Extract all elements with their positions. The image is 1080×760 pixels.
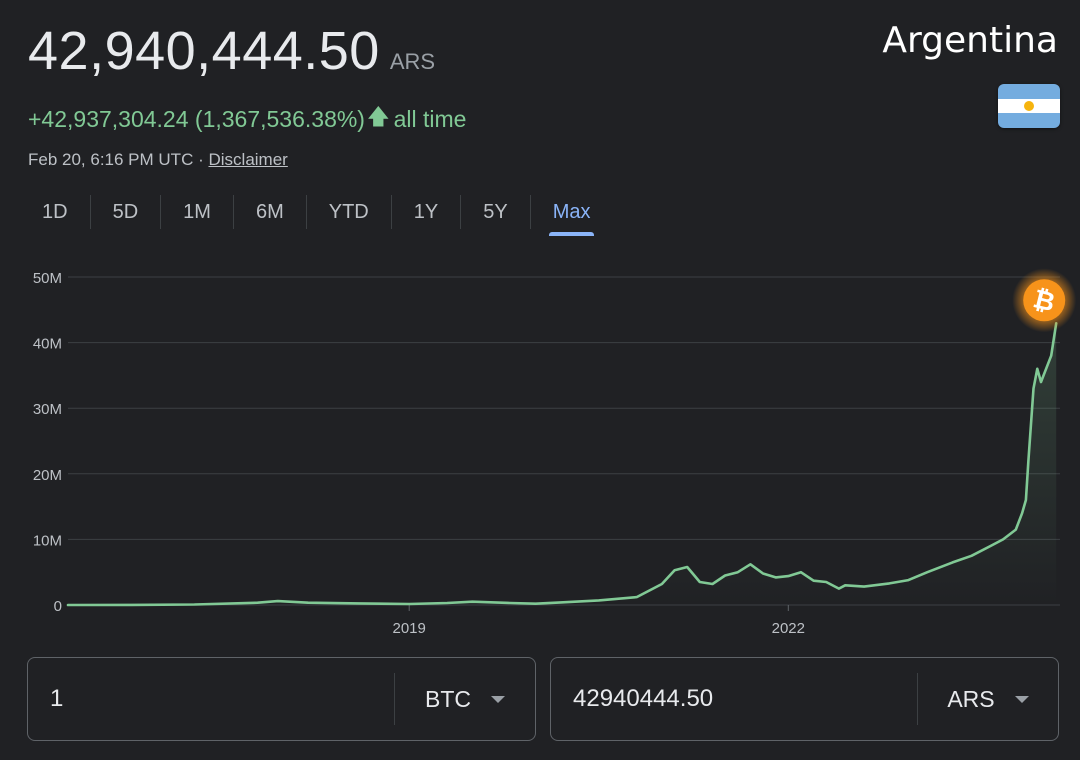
separator-dot: · <box>198 150 204 169</box>
bitcoin-icon <box>1023 279 1066 322</box>
btc-unit-label: BTC <box>425 685 471 712</box>
chevron-down-icon <box>1014 695 1029 703</box>
y-tick-label: 40M <box>33 336 62 353</box>
series-area <box>68 323 1057 605</box>
tab-ytd[interactable]: YTD <box>328 201 369 223</box>
price-currency: ARS <box>389 49 436 74</box>
argentina-flag-icon <box>998 84 1060 128</box>
y-tick-label: 20M <box>33 467 62 484</box>
timestamp-row: Feb 20, 6:16 PM UTC · Disclaimer <box>28 150 288 170</box>
x-tick-label: 2022 <box>772 620 805 637</box>
tab-max[interactable]: Max <box>531 192 613 236</box>
tab-separator <box>305 195 307 229</box>
y-tick-label: 10M <box>33 532 62 549</box>
tab-separator <box>232 195 234 229</box>
flag-stripe-top <box>998 84 1060 99</box>
btc-converter-field: 1 BTC <box>27 657 536 741</box>
btc-unit-dropdown[interactable]: BTC <box>395 686 535 713</box>
ars-converter-field: 42940444.50 ARS <box>550 657 1059 741</box>
converter-divider <box>917 673 918 725</box>
price-change: +42,937,304.24 (1,367,536.38%) 🡅 all tim… <box>28 100 466 138</box>
tab-5y[interactable]: 5Y <box>483 201 508 223</box>
timestamp: Feb 20, 6:16 PM UTC <box>28 150 194 169</box>
tab-separator <box>529 195 531 229</box>
btc-amount-input[interactable]: 1 <box>50 685 64 712</box>
ars-unit-dropdown[interactable]: ARS <box>918 686 1058 713</box>
tab-1d[interactable]: 1D <box>42 201 68 223</box>
x-tick-label: 2019 <box>393 620 426 637</box>
up-arrow-icon: 🡅 <box>366 104 390 129</box>
tab-separator <box>89 195 91 229</box>
series-line <box>66 322 1058 607</box>
flag-sun-icon <box>1024 101 1034 111</box>
tab-separator <box>460 195 462 229</box>
y-tick-label: 0 <box>54 598 62 615</box>
price-header: 42,940,444.50 ARS <box>28 20 435 82</box>
tab-separator <box>390 195 392 229</box>
tab-separator <box>160 195 162 229</box>
y-tick-label: 50M <box>33 270 62 287</box>
tab-5d[interactable]: 5D <box>112 201 139 223</box>
disclaimer-link[interactable]: Disclaimer <box>208 150 288 169</box>
tab-1m[interactable]: 1M <box>183 201 211 223</box>
chevron-down-icon <box>491 695 505 703</box>
current-price: 42,940,444.50 <box>28 21 380 81</box>
change-amount: +42,937,304.24 (1,367,536.38%) <box>28 105 365 132</box>
tab-1y[interactable]: 1Y <box>413 201 439 223</box>
range-tabs: 1D 5D 1M 6M YTD 1Y 5Y Max <box>20 192 613 236</box>
flag-stripe-bottom <box>998 113 1060 128</box>
ars-unit-label: ARS <box>947 685 995 712</box>
tab-6m[interactable]: 6M <box>255 201 284 223</box>
country-label: Argentina <box>882 20 1058 61</box>
y-tick-label: 30M <box>33 401 62 418</box>
change-period: all time <box>393 105 467 132</box>
ars-amount-input[interactable]: 42940444.50 <box>573 685 714 712</box>
converter-divider <box>394 673 395 725</box>
